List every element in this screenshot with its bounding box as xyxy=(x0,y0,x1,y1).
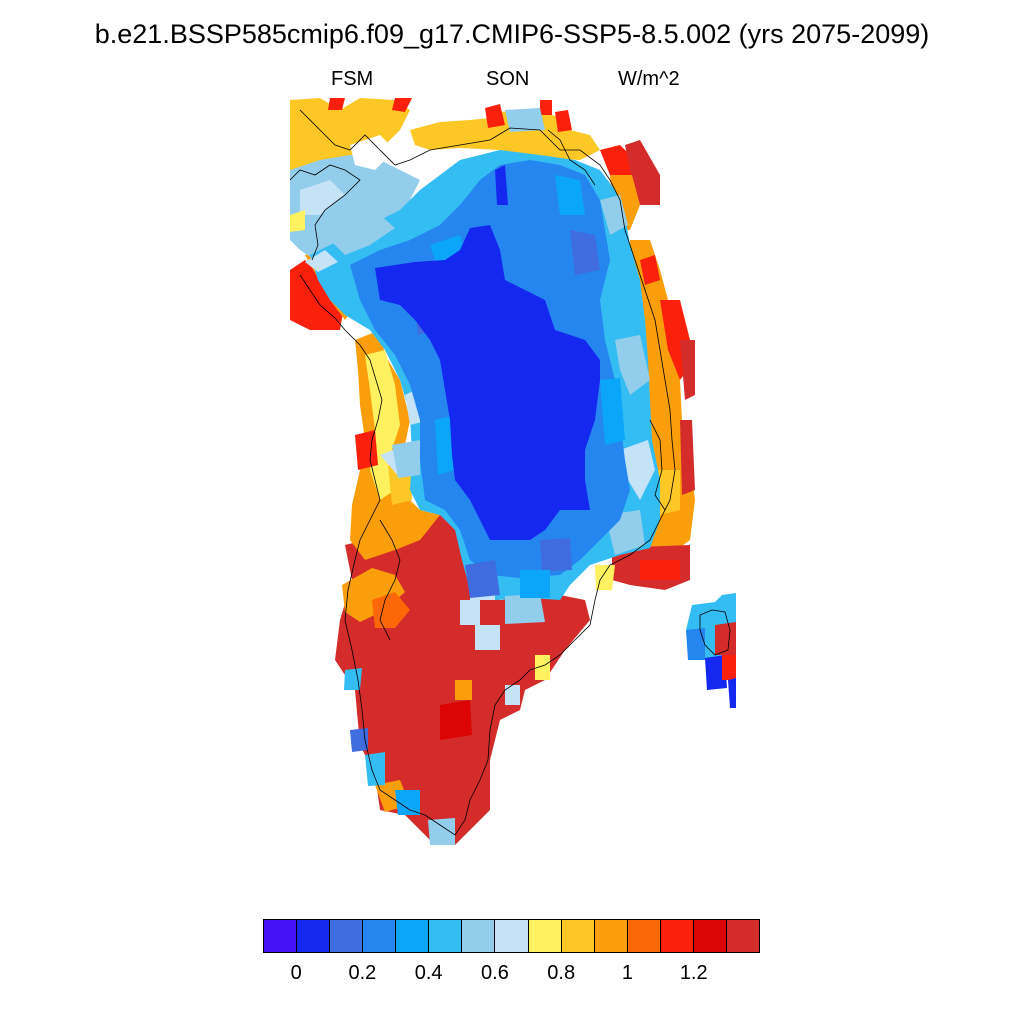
colorbar-swatch xyxy=(330,920,364,952)
map-region-iceland xyxy=(686,593,736,708)
colorbar-swatch xyxy=(363,920,397,952)
chart-title: b.e21.BSSP585cmip6.f09_g17.CMIP6-SSP5-8.… xyxy=(94,19,930,49)
variable-label: FSM xyxy=(331,68,374,90)
colorbar-tick-label: 0.8 xyxy=(547,962,576,984)
colorbar-swatch xyxy=(462,920,496,952)
colorbar-swatch xyxy=(726,920,759,952)
colorbar-tick-label: 0 xyxy=(290,962,302,984)
colorbar-swatch xyxy=(528,920,562,952)
map-region-interior-core xyxy=(375,165,600,540)
colorbar-swatch xyxy=(594,920,628,952)
colorbar-tick-label: 0.2 xyxy=(348,962,377,984)
colorbar-tick-label: 1 xyxy=(621,962,634,984)
season-label: SON xyxy=(486,68,530,90)
colorbar-swatch xyxy=(297,920,331,952)
coastline-lines xyxy=(289,109,731,836)
colorbar-tick-label: 0.6 xyxy=(481,962,509,984)
colorbar-tick-label: 1.2 xyxy=(679,962,708,984)
colorbar-swatch xyxy=(495,920,529,952)
colorbar-swatch xyxy=(396,920,430,952)
map-region-north-rim xyxy=(410,100,660,230)
colorbar-tick-label: 0.4 xyxy=(414,962,443,984)
colorbar-swatch xyxy=(264,920,298,952)
colorbar-swatch xyxy=(627,920,661,952)
colorbar xyxy=(263,919,760,953)
colorbar-swatch xyxy=(429,920,463,952)
units-label: W/m^2 xyxy=(618,68,680,90)
colorbar-swatch xyxy=(561,920,595,952)
colorbar-swatch xyxy=(693,920,727,952)
colorbar-swatch xyxy=(660,920,694,952)
